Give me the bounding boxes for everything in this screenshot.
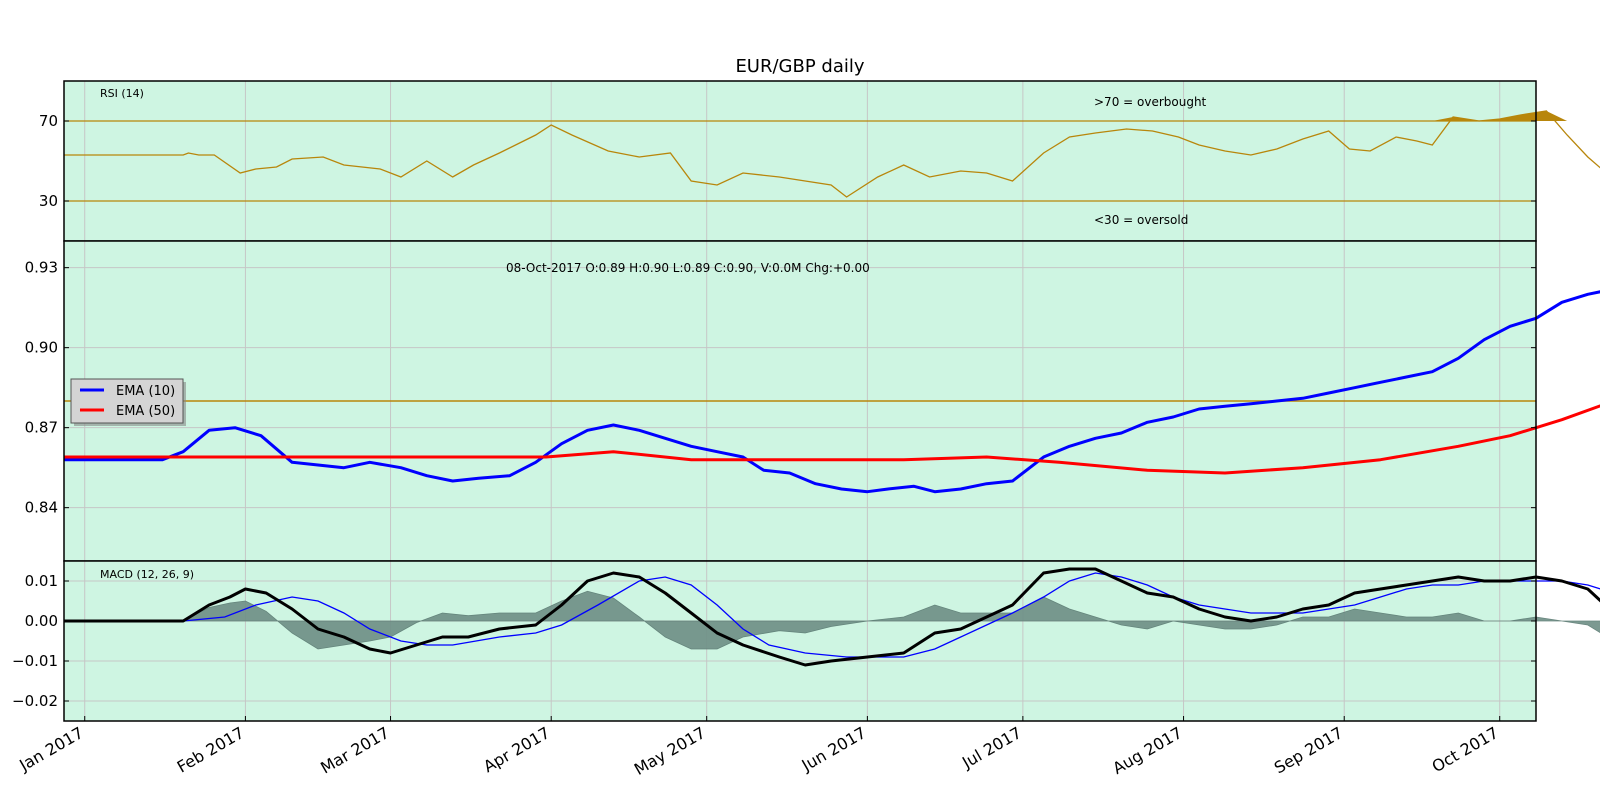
price-panel: 08-Oct-2017 O:0.89 H:0.90 L:0.89 C:0.90,… [25,240,1600,562]
rsi-line [64,110,1600,198]
macd-signal-line [64,572,1600,658]
y-tick-label: 0.87 [25,419,58,437]
y-tick-label: −0.01 [12,652,58,670]
macd-panel-frame [63,560,1537,722]
y-tick-label: 70 [39,112,58,130]
macd-line [64,567,1600,667]
x-tick-label: May 2017 [631,723,709,779]
y-tick-label: 0.00 [25,612,58,630]
macd-panel: MACD (12, 26, 9) 0.01 0.00 −0.01 −0.02 [12,560,1600,722]
x-tick-label: Jun 2017 [798,723,870,775]
rsi-panel: RSI (14) >70 = overbought <30 = oversold… [39,80,1600,242]
y-tick-label: 30 [39,192,58,210]
ema-legend: EMA (10) EMA (50) [70,378,186,426]
x-tick-label: Sep 2017 [1271,723,1346,777]
overbought-note: >70 = overbought [1094,95,1207,109]
legend-label-ema10: EMA (10) [116,384,175,399]
y-tick-label: 0.93 [25,259,58,277]
rsi-label: RSI (14) [100,87,144,100]
price-annotation: 08-Oct-2017 O:0.89 H:0.90 L:0.89 C:0.90,… [506,261,870,275]
x-tick-label: Mar 2017 [317,723,392,777]
x-tick-label: Jan 2017 [15,723,86,775]
rsi-panel-background [64,81,1536,241]
y-tick-label: −0.02 [12,692,58,710]
x-tick-label: Jul 2017 [958,723,1025,773]
x-tick-label: Apr 2017 [480,723,553,776]
legend-label-ema50: EMA (50) [116,404,175,419]
y-tick-label: 0.90 [25,339,58,357]
x-tick-label: Oct 2017 [1429,723,1502,776]
x-tick-label: Feb 2017 [174,723,248,777]
y-tick-label: 0.84 [25,499,58,517]
y-tick-label: 0.01 [25,572,58,590]
macd-panel-background [64,561,1536,721]
x-axis-ticks: Jan 2017 Feb 2017 Mar 2017 Apr 2017 May 2017… [15,716,1502,779]
x-tick-label: Aug 2017 [1109,723,1185,778]
chart-title: EUR/GBP daily [735,56,864,77]
ema50-line [64,404,1600,475]
legend-box [70,378,184,424]
oversold-note: <30 = oversold [1094,213,1188,227]
rsi-overbought-fill [64,111,1600,121]
ema10-line [64,290,1600,494]
macd-label: MACD (12, 26, 9) [100,568,194,581]
